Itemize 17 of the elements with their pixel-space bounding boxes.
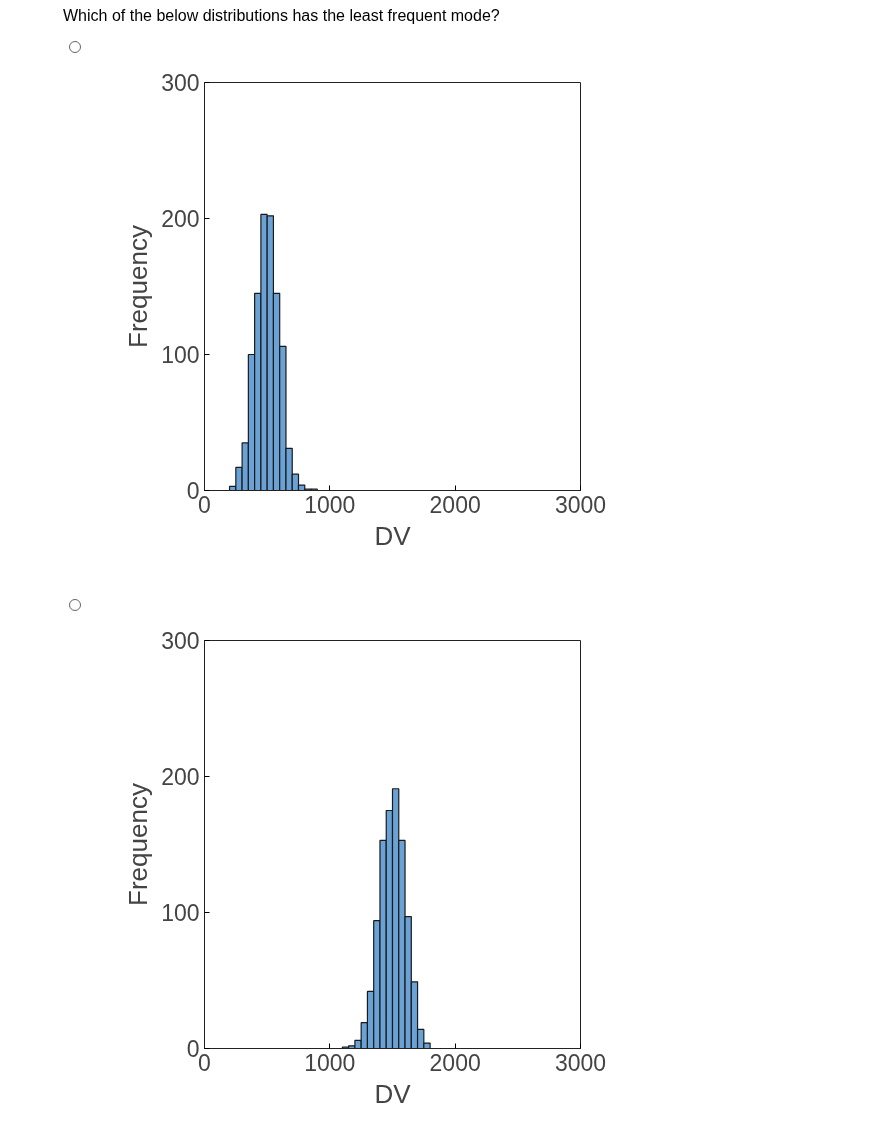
x-tick-label: 1000 [304, 491, 356, 518]
x-tick-label: 1000 [304, 1049, 356, 1076]
x-tick-label: 3000 [554, 1049, 607, 1076]
x-axis-title: DV [374, 520, 412, 551]
y-tick-label: 100 [161, 900, 200, 926]
x-tick-label: 3000 [554, 491, 607, 518]
y-tick-label: 300 [161, 628, 200, 654]
y-axis-title: Frequency [123, 783, 154, 906]
x-tick-label: 2000 [429, 491, 481, 518]
y-tick-label: 200 [161, 764, 200, 790]
y-tick-label: 200 [161, 206, 200, 232]
chart-title: Which of the below distributions has the least frequent mode? [63, 6, 500, 26]
y-tick-label: 300 [161, 70, 200, 96]
y-tick-label: 100 [161, 342, 200, 368]
y-axis-title: Frequency [123, 225, 154, 348]
x-axis-title: DV [374, 1078, 412, 1109]
x-tick-label: 2000 [429, 1049, 481, 1076]
